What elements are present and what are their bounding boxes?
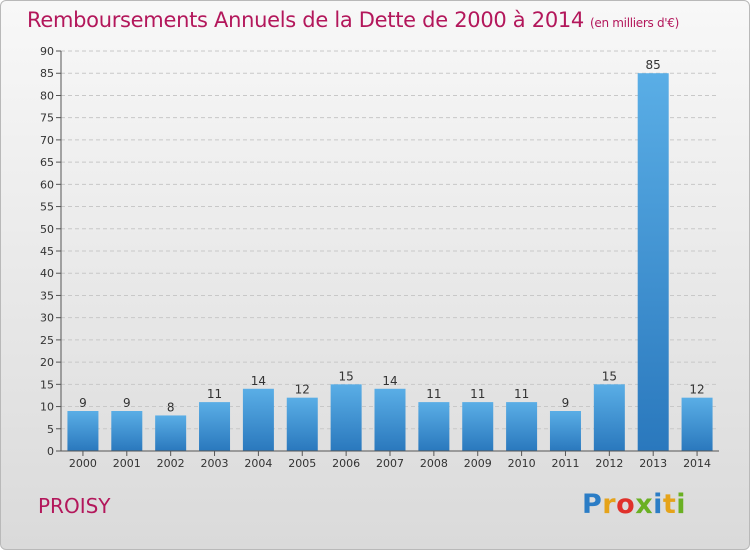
x-tick-label: 2010 [508,457,536,470]
bar-value-label: 11 [207,387,222,401]
bar-value-label: 9 [123,396,131,410]
bar-value-label: 11 [470,387,485,401]
bar-value-label: 14 [251,374,266,388]
y-tick-label: 0 [47,445,54,458]
y-tick-label: 40 [40,267,54,280]
bar-value-label: 14 [382,374,397,388]
bar [242,388,274,451]
y-tick-label: 25 [40,334,54,347]
bar-value-label: 11 [514,387,529,401]
bar-value-label: 15 [602,369,617,383]
y-tick-label: 50 [40,223,54,236]
x-tick-label: 2002 [157,457,185,470]
gridlines [61,50,719,430]
bar [155,415,187,451]
bar [67,411,99,451]
bar-value-label: 12 [295,383,310,397]
bar-value-label: 15 [338,369,353,383]
y-tick-label: 35 [40,289,54,302]
x-tick-label: 2000 [69,457,97,470]
bar-value-label: 85 [646,58,661,72]
x-tick-label: 2013 [639,457,667,470]
axes: 0 5 10 15 20 25 30 35 40 45 50 55 60 65 70 75 80 85 90 2000… [40,45,719,470]
y-tick-label: 5 [47,423,54,436]
x-tick-label: 2011 [551,457,579,470]
x-tick-label: 2004 [244,457,272,470]
x-tick-label: 2012 [595,457,623,470]
unit-note: (en milliers d'€) [590,16,680,30]
y-tick-label: 45 [40,245,54,258]
bar [199,402,231,451]
bar [593,384,625,451]
y-tick-label: 80 [40,89,54,102]
chart-title: Remboursements Annuels de la Dette de 20… [27,8,679,32]
x-tick-label: 2014 [683,457,711,470]
x-tick-label: 2007 [376,457,404,470]
bar [462,402,494,451]
proxiti-logo: Proxiti [582,489,687,520]
bar [374,388,406,451]
bar [286,397,318,451]
x-tick-label: 2005 [288,457,316,470]
bars: 9 9 8 11 14 12 15 14 11 11 11 9 15 85 12 [67,58,713,451]
x-tick-label: 2009 [464,457,492,470]
y-tick-label: 65 [40,156,54,169]
bar [637,73,669,451]
y-tick-label: 60 [40,178,54,191]
bar-value-label: 12 [689,383,704,397]
bar [418,402,450,451]
y-tick-label: 15 [40,378,54,391]
bar-value-label: 8 [167,400,175,414]
y-tick-label: 85 [40,67,54,80]
bar [681,397,713,451]
chart-title-text: Remboursements Annuels de la Dette de 20… [27,8,584,32]
y-tick-label: 70 [40,134,54,147]
bar [506,402,538,451]
commune-name: PROISY [38,494,111,518]
bar-value-label: 9 [562,396,570,410]
y-tick-label: 55 [40,201,54,214]
y-tick-label: 75 [40,112,54,125]
bar-value-label: 9 [79,396,87,410]
x-tick-label: 2006 [332,457,360,470]
x-tick-label: 2001 [113,457,141,470]
y-tick-label: 10 [40,401,54,414]
bar [549,411,581,451]
y-tick-label: 30 [40,312,54,325]
x-tick-label: 2008 [420,457,448,470]
bar [330,384,362,451]
y-tick-label: 90 [40,45,54,58]
x-tick-label: 2003 [201,457,229,470]
y-tick-label: 20 [40,356,54,369]
bar-value-label: 11 [426,387,441,401]
bar [111,411,143,451]
